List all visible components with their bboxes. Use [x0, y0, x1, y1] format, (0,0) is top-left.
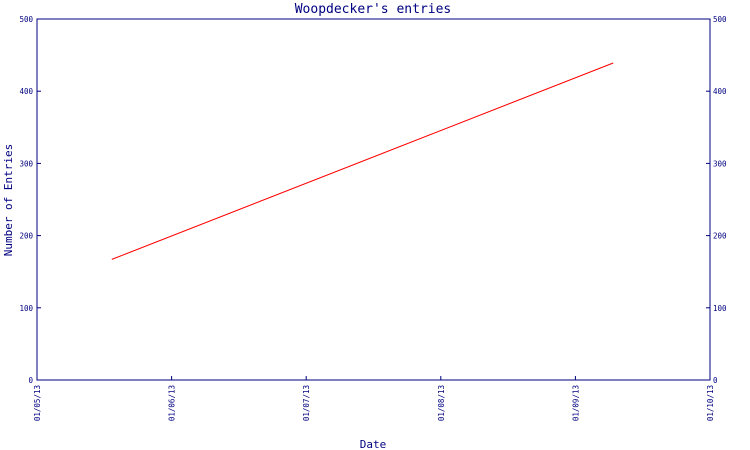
y-tick-right-label: 400	[713, 87, 727, 96]
plot-frame	[36, 18, 711, 381]
y-tick-left-label: 400	[19, 87, 33, 96]
y-tick-left-label: 100	[19, 304, 33, 313]
y-axis-label: Number of Entries	[2, 144, 15, 257]
y-tick-left-label: 300	[19, 159, 33, 168]
x-tick-label: 01/09/13	[571, 385, 580, 421]
x-tick-label: 01/07/13	[302, 385, 311, 421]
y-tick-right-label: 300	[713, 159, 727, 168]
y-tick-left-label: 0	[28, 376, 33, 385]
x-tick-label: 01/06/13	[168, 385, 177, 421]
y-tick-right-label: 500	[713, 15, 727, 24]
y-tick-left-label: 200	[19, 232, 33, 241]
y-tick-right-label: 200	[713, 232, 727, 241]
ticks-layer: 0 0 100 100 200 200 300 300 400 400 500 500 01/05/13…	[19, 15, 727, 421]
x-tick-label: 01/08/13	[437, 385, 446, 421]
chart-title: Woopdecker's entries	[295, 2, 452, 17]
series-line	[111, 62, 614, 260]
x-axis-label: Date	[360, 438, 387, 450]
y-tick-left-label: 500	[19, 15, 33, 24]
x-tick-label: 01/05/13	[33, 385, 42, 421]
y-tick-right-label: 0	[713, 376, 718, 385]
x-tick-label: 01/10/13	[706, 385, 715, 421]
series-layer	[111, 62, 614, 260]
y-tick-right-label: 100	[713, 304, 727, 313]
